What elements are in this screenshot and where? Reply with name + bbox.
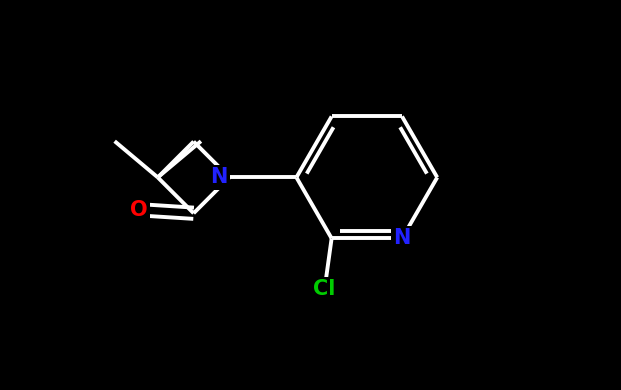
Text: N: N xyxy=(393,229,410,248)
Text: N: N xyxy=(211,167,228,188)
Text: Cl: Cl xyxy=(314,279,336,299)
Text: O: O xyxy=(130,200,148,220)
